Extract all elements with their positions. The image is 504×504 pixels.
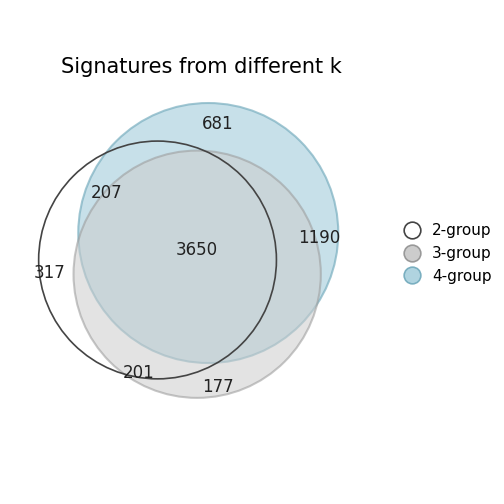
Text: 201: 201 — [122, 363, 154, 382]
Circle shape — [78, 103, 338, 363]
Text: 317: 317 — [34, 264, 66, 282]
Text: 207: 207 — [91, 184, 122, 203]
Circle shape — [74, 151, 321, 398]
Text: 3650: 3650 — [176, 241, 218, 260]
Text: 177: 177 — [202, 378, 233, 396]
Legend: 2-group, 3-group, 4-group: 2-group, 3-group, 4-group — [400, 219, 496, 288]
Title: Signatures from different k: Signatures from different k — [61, 57, 342, 77]
Text: 1190: 1190 — [298, 229, 340, 247]
Text: 681: 681 — [202, 114, 233, 133]
